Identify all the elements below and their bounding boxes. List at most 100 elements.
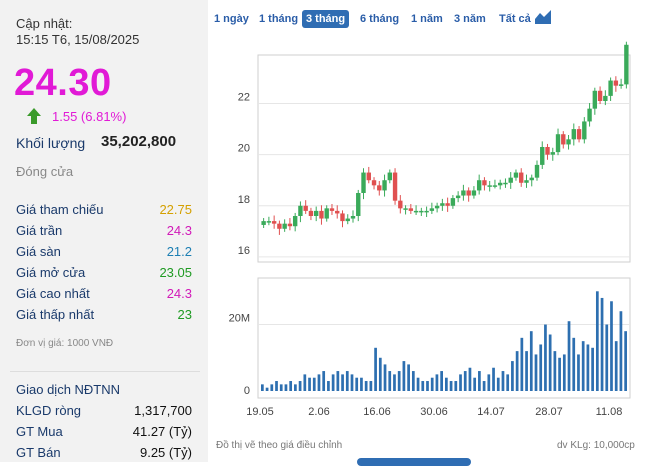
candle-body <box>314 210 319 216</box>
volume-bar <box>506 374 510 391</box>
volume-bar <box>279 384 283 391</box>
candle-body <box>382 180 387 191</box>
volume-bar <box>581 341 585 391</box>
volume-bar <box>374 347 377 391</box>
y-tick-label: 18 <box>238 194 250 206</box>
chart-type-icon[interactable] <box>535 8 551 24</box>
candle-body <box>398 200 403 209</box>
candle-body <box>308 210 314 216</box>
volume-bar <box>586 344 590 391</box>
candle-body <box>608 80 613 96</box>
candle-body <box>419 210 424 213</box>
candle-body <box>471 190 477 196</box>
candle-body <box>287 223 293 227</box>
volume-bar <box>345 371 349 391</box>
volume-bar <box>553 351 557 391</box>
volume-bar <box>407 364 410 391</box>
candle-body <box>387 172 392 181</box>
x-tick-label: 16.06 <box>363 406 391 418</box>
candle-body <box>450 198 456 206</box>
foreign-label: GT Bán <box>16 445 61 460</box>
tab-1-tháng[interactable]: 1 tháng <box>259 13 299 25</box>
volume-bar <box>303 374 307 391</box>
session-status: Đóng cửa <box>16 164 74 179</box>
volume-bar <box>397 371 401 391</box>
chart-note-volume-unit: dv KLg: 10,000cp <box>557 440 635 451</box>
candle-body <box>329 208 335 211</box>
volume-bar <box>492 367 495 391</box>
volume-bar <box>595 291 599 391</box>
candle-body <box>461 190 466 196</box>
candle-body <box>429 208 435 211</box>
candle-body <box>361 172 366 193</box>
volume-bar <box>605 324 609 391</box>
volume-bar <box>525 351 528 391</box>
foreign-value: 9.25 (Tỷ) <box>139 445 192 460</box>
volume-bar <box>331 374 335 391</box>
volume-bar <box>388 371 392 391</box>
candle-body <box>529 177 534 181</box>
tab-3-năm[interactable]: 3 năm <box>454 13 486 25</box>
candle-body <box>403 208 408 210</box>
x-tick-label: 14.07 <box>477 406 505 418</box>
tab-Tất-cả[interactable]: Tất cả <box>499 13 531 25</box>
tab-1-năm[interactable]: 1 năm <box>411 13 443 25</box>
volume-bar <box>298 381 302 391</box>
tab-6-tháng[interactable]: 6 tháng <box>360 13 400 25</box>
stat-value: 24.3 <box>166 286 192 301</box>
volume-bar <box>619 311 623 391</box>
stat-label: Giá thấp nhất <box>16 307 95 322</box>
volume-bar <box>270 384 274 391</box>
volume-bar <box>312 377 316 391</box>
foreign-value: 41.27 (Tỷ) <box>132 424 192 439</box>
volume-bar <box>473 377 477 391</box>
candle-body <box>519 172 524 183</box>
unit-note: Đơn vị giá: 1000 VNĐ <box>16 338 114 349</box>
candle-body <box>545 147 550 155</box>
volume-value: 35,202,800 <box>101 133 177 150</box>
price-chart: 16 18 20 22 20M 0 19.05 2.06 16.06 30.06 14.07 28.0… <box>229 41 631 418</box>
volume-bar <box>411 371 415 391</box>
foreign-label: GT Mua <box>16 424 63 439</box>
scroll-handle[interactable] <box>357 458 471 466</box>
foreign-label: KLGD ròng <box>16 403 82 418</box>
candle-body <box>571 129 576 140</box>
tab-3-tháng[interactable]: 3 tháng <box>302 10 350 28</box>
volume-bar <box>610 301 613 391</box>
x-tick-label: 28.07 <box>535 406 563 418</box>
volume-bar <box>360 377 363 391</box>
volume-bar <box>308 377 311 391</box>
volume-bar <box>454 381 458 391</box>
candle-body <box>487 185 492 187</box>
volume-bar <box>341 374 344 391</box>
volume-tick-label: 0 <box>244 385 250 397</box>
volume-bar <box>600 297 604 391</box>
volume-bar <box>426 381 429 391</box>
updated-label: Cập nhật: <box>16 16 73 31</box>
stat-label: Giá cao nhất <box>16 286 90 301</box>
candle-body <box>603 95 608 101</box>
volume-bar <box>265 387 269 391</box>
tab-1-ngày[interactable]: 1 ngày <box>214 13 249 25</box>
candle-body <box>476 180 482 191</box>
volume-bar <box>468 367 472 391</box>
candle-body <box>445 203 450 206</box>
candle-body <box>466 190 471 196</box>
candle-body <box>345 218 350 222</box>
volume-bar <box>539 344 543 391</box>
candle-body <box>377 185 382 191</box>
candle-body <box>434 205 440 209</box>
volume-bar <box>515 351 519 391</box>
candle-body <box>335 210 340 214</box>
current-price: 24.30 <box>14 62 112 104</box>
volume-bar <box>327 381 330 391</box>
volume-bar <box>572 337 576 391</box>
volume-plot-frame <box>257 277 631 399</box>
volume-bar <box>350 374 354 391</box>
period-tabs: 1 ngày 1 tháng 3 tháng 6 tháng 1 năm 3 năm Tất… <box>208 0 659 36</box>
candle-body <box>508 177 513 183</box>
volume-bar <box>548 334 552 391</box>
candle-body <box>561 134 566 145</box>
volume-bar <box>614 341 618 391</box>
candle-body <box>392 172 398 201</box>
